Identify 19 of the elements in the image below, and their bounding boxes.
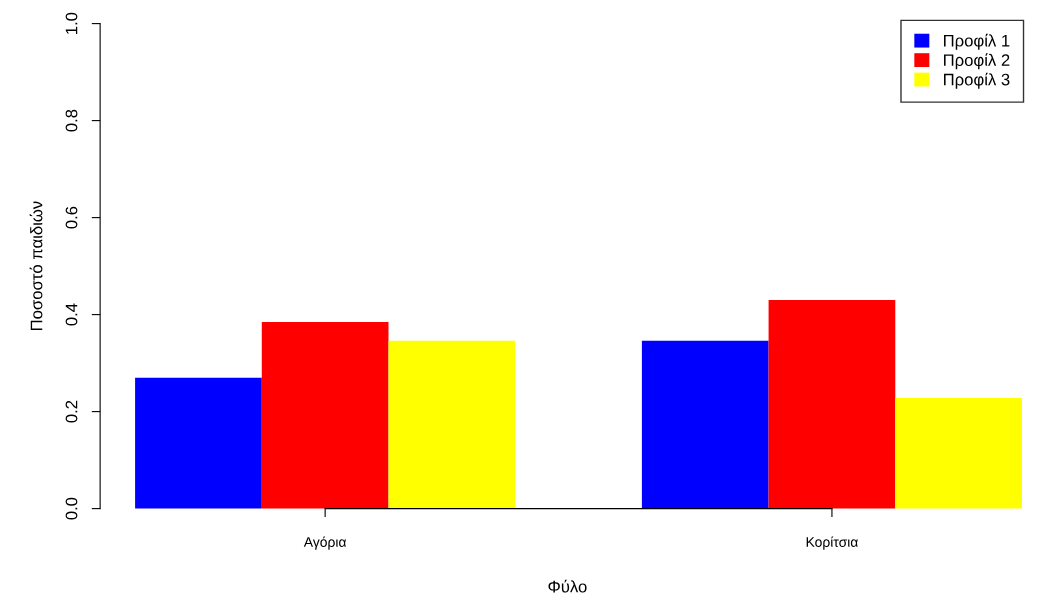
x-tick-label: Κορίτσια bbox=[806, 536, 858, 550]
bar bbox=[641, 340, 769, 509]
bar bbox=[768, 300, 896, 509]
bar bbox=[135, 377, 262, 509]
bar bbox=[261, 321, 389, 509]
y-tick-label: 0.6 bbox=[65, 206, 78, 229]
legend-label: Προφίλ 2 bbox=[944, 53, 1010, 70]
y-tick-label: 0.8 bbox=[65, 109, 78, 132]
bar bbox=[895, 398, 1022, 509]
y-axis-title: Ποσοστό παιδιών bbox=[29, 201, 43, 331]
legend-label: Προφίλ 1 bbox=[944, 33, 1010, 50]
x-axis-title: Φύλο bbox=[548, 579, 587, 593]
y-tick-label: 0.2 bbox=[65, 400, 78, 423]
bar bbox=[388, 340, 516, 509]
x-tick-label: Αγόρια bbox=[303, 536, 347, 550]
y-tick-label: 0.0 bbox=[65, 497, 78, 520]
legend-label: Προφίλ 3 bbox=[944, 72, 1010, 89]
y-tick-label: 1.0 bbox=[65, 12, 78, 34]
y-tick-label: 0.4 bbox=[65, 303, 78, 326]
